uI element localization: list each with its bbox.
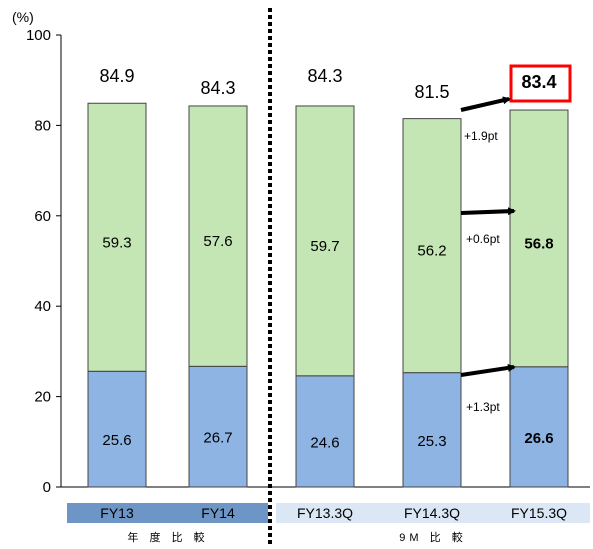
total-label: 84.3 [200, 78, 235, 98]
delta-label: +1.9pt [464, 129, 498, 143]
total-label: 81.5 [414, 82, 449, 102]
delta-label: +0.6pt [466, 232, 500, 246]
bar-segment [295, 375, 355, 488]
y-tick-label: 40 [34, 298, 51, 315]
bar-segment [295, 105, 355, 377]
bar-value-label: 59.3 [102, 234, 131, 251]
y-tick-label: 60 [34, 208, 51, 225]
delta-arrow [460, 96, 511, 112]
x-category-label: FY13 [100, 505, 134, 521]
bar-segment [188, 105, 248, 367]
bar-segment [402, 118, 462, 374]
bar-value-label: 56.2 [417, 243, 446, 260]
bar-segment [87, 370, 147, 488]
bar-value-label: 59.7 [310, 238, 339, 255]
y-tick-label: 0 [43, 479, 51, 496]
highlight-box [509, 64, 572, 103]
bar-value-label: 57.6 [203, 233, 232, 250]
x-category-label: FY13.3Q [297, 505, 353, 521]
y-tick-label: 80 [34, 117, 51, 134]
bar-value-label: 26.7 [203, 430, 232, 447]
total-label: 84.9 [99, 66, 134, 86]
bar-segment [87, 102, 147, 372]
group-label: 9M 比 較 [399, 530, 466, 544]
delta-label: +1.3pt [466, 400, 500, 414]
total-label-highlighted: 83.4 [521, 72, 556, 92]
bar-value-label: 25.6 [102, 432, 131, 449]
delta-arrow [460, 207, 516, 216]
x-category-label: FY14.3Q [404, 505, 460, 521]
delta-arrow [460, 363, 516, 377]
category-band-group2 [276, 503, 590, 523]
y-tick-label: 20 [34, 389, 51, 406]
y-axis-unit-label: (%) [12, 9, 34, 25]
bar-segment [509, 366, 569, 488]
y-tick-label: 100 [26, 27, 51, 44]
category-band-group1 [67, 503, 268, 523]
x-category-label: FY14 [201, 505, 235, 521]
x-category-label: FY15.3Q [511, 505, 567, 521]
group-label: 年 度 比 較 [127, 530, 208, 544]
bar-segment [188, 365, 248, 488]
bar-segment [402, 372, 462, 488]
total-label: 84.3 [307, 66, 342, 86]
bar-value-label: 24.6 [310, 434, 339, 451]
bar-segment [509, 109, 569, 368]
bar-value-label: 25.3 [417, 433, 446, 450]
bar-value-label: 56.8 [524, 235, 553, 252]
bar-value-label: 26.6 [524, 430, 553, 447]
